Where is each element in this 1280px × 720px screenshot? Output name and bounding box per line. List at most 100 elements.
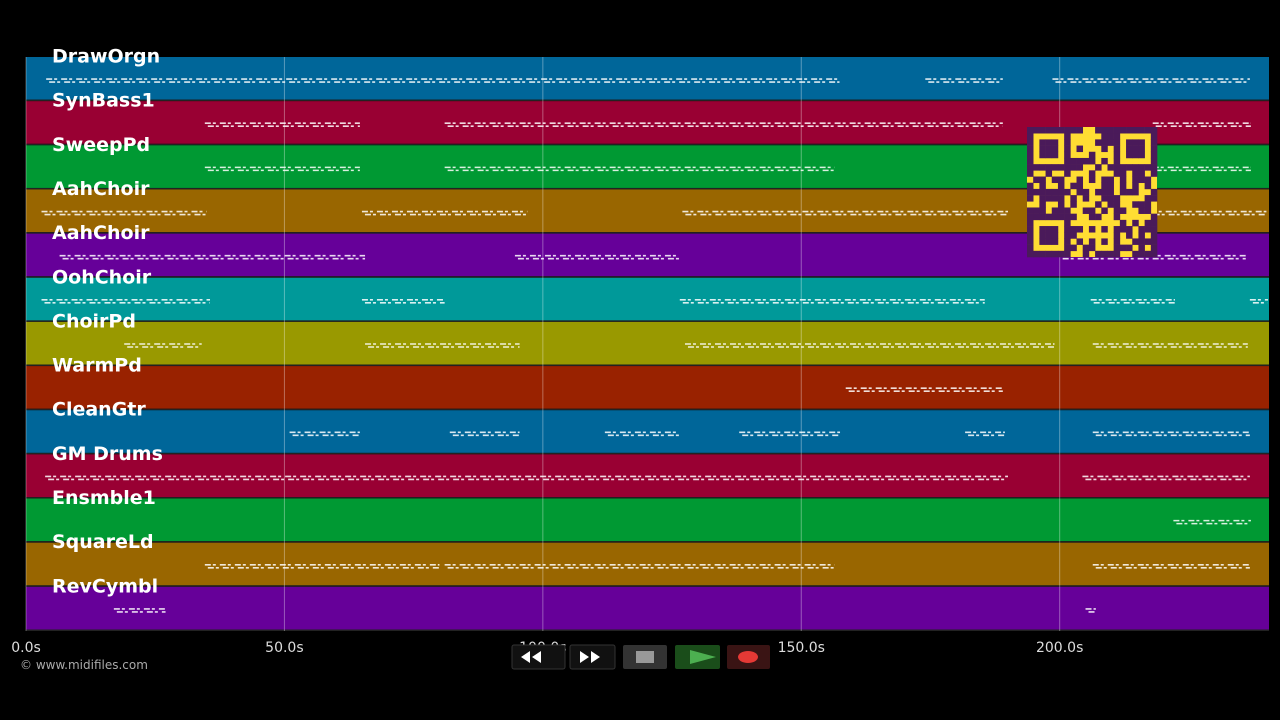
qr-cell <box>1045 145 1053 153</box>
qr-cell <box>1033 207 1040 214</box>
qr-cell <box>1051 207 1059 214</box>
qr-cell <box>1070 232 1077 239</box>
qr-cell <box>1113 207 1121 214</box>
qr-cell <box>1119 164 1127 171</box>
note-run <box>59 254 366 260</box>
note-run <box>965 431 1005 437</box>
qr-cell <box>1150 170 1158 177</box>
qr-cell <box>1051 188 1059 196</box>
qr-cell <box>1119 244 1127 252</box>
note-run <box>1152 166 1251 172</box>
qr-cell <box>1113 238 1121 245</box>
qr-cell <box>1126 232 1133 239</box>
qr-cell <box>1150 238 1158 245</box>
qr-cell <box>1126 139 1133 146</box>
record-button[interactable] <box>727 645 770 669</box>
qr-cell <box>1070 226 1077 233</box>
qr-cell <box>1150 244 1158 252</box>
qr-cell <box>1045 213 1053 221</box>
qr-cell <box>1138 238 1145 245</box>
qr-cell <box>1076 226 1084 233</box>
note-run <box>204 166 360 172</box>
note-run <box>46 78 840 83</box>
qr-cell <box>1082 195 1090 202</box>
track-labels: DrawOrgn SynBass1 SweepPd AahChoir AahChoir O… <box>52 46 163 598</box>
track-label: WarmPd <box>52 355 142 377</box>
qr-cell <box>1039 139 1046 146</box>
qr-cell <box>1027 219 1034 227</box>
qr-cell <box>1027 127 1034 134</box>
qr-cell <box>1126 145 1133 153</box>
track-separator <box>26 143 1269 146</box>
note-run <box>444 166 835 172</box>
qr-cell <box>1045 195 1053 202</box>
qr-cell <box>1064 207 1071 214</box>
qr-cell <box>1057 182 1065 190</box>
note-run <box>113 608 166 613</box>
track-separator <box>26 276 1269 278</box>
qr-cell <box>1113 232 1121 239</box>
note-run <box>739 431 841 437</box>
qr-cell <box>1082 250 1090 258</box>
qr-cell <box>1113 127 1121 134</box>
qr-cell <box>1126 127 1133 134</box>
qr-cell <box>1107 176 1114 184</box>
qr-cell <box>1150 232 1158 239</box>
rewind-button[interactable] <box>511 644 566 670</box>
qr-cell <box>1088 157 1096 165</box>
qr-cell <box>1076 182 1084 190</box>
qr-cell <box>1101 250 1108 258</box>
qr-cell <box>1132 145 1139 153</box>
qr-cell <box>1150 195 1158 202</box>
track-label: Ensmble1 <box>52 487 156 509</box>
qr-cell <box>1113 157 1121 165</box>
qr-cell <box>1113 170 1121 177</box>
qr-cell <box>1101 195 1108 202</box>
qr-cell <box>1027 157 1034 165</box>
note-run <box>1092 563 1250 569</box>
qr-cell <box>1039 201 1046 208</box>
qr-cell <box>1144 226 1152 233</box>
play-button[interactable] <box>675 645 720 669</box>
qr-cell <box>1144 238 1152 245</box>
qr-cell <box>1039 151 1046 159</box>
qr-cell <box>1057 207 1065 214</box>
track-separator <box>26 497 1269 499</box>
note-run <box>365 343 520 348</box>
qr-cell <box>1082 188 1090 196</box>
stop-button[interactable] <box>623 645 667 669</box>
qr-cell <box>1138 201 1145 208</box>
qr-cell <box>1045 238 1053 245</box>
qr-cell <box>1070 182 1077 190</box>
qr-cell <box>1057 164 1065 171</box>
qr-cell <box>1082 207 1090 214</box>
qr-cell <box>1126 164 1133 171</box>
qr-cell <box>1088 170 1096 177</box>
qr-cell <box>1045 164 1053 171</box>
note-run <box>1092 431 1250 437</box>
qr-cell <box>1039 182 1046 190</box>
note-run <box>604 431 680 437</box>
qr-cell <box>1088 207 1096 214</box>
qr-cell <box>1113 201 1121 208</box>
qr-cell <box>1088 176 1096 184</box>
qr-cell <box>1045 151 1053 159</box>
qr-cell <box>1095 201 1102 208</box>
forward-button[interactable] <box>569 644 616 670</box>
qr-cell <box>1150 213 1158 221</box>
qr-cell <box>1144 250 1152 258</box>
qr-cell <box>1101 182 1108 190</box>
qr-cell <box>1064 219 1071 227</box>
track-label: AahChoir <box>52 222 150 244</box>
note-run <box>204 122 360 128</box>
qr-cell <box>1113 139 1121 146</box>
qr-cell <box>1132 201 1139 208</box>
track-label: AahChoir <box>52 178 150 200</box>
qr-cell <box>1150 250 1158 258</box>
qr-cell <box>1144 127 1152 134</box>
qr-cell <box>1119 219 1127 227</box>
qr-cell <box>1150 226 1158 233</box>
qr-cell <box>1045 188 1053 196</box>
qr-cell <box>1051 213 1059 221</box>
